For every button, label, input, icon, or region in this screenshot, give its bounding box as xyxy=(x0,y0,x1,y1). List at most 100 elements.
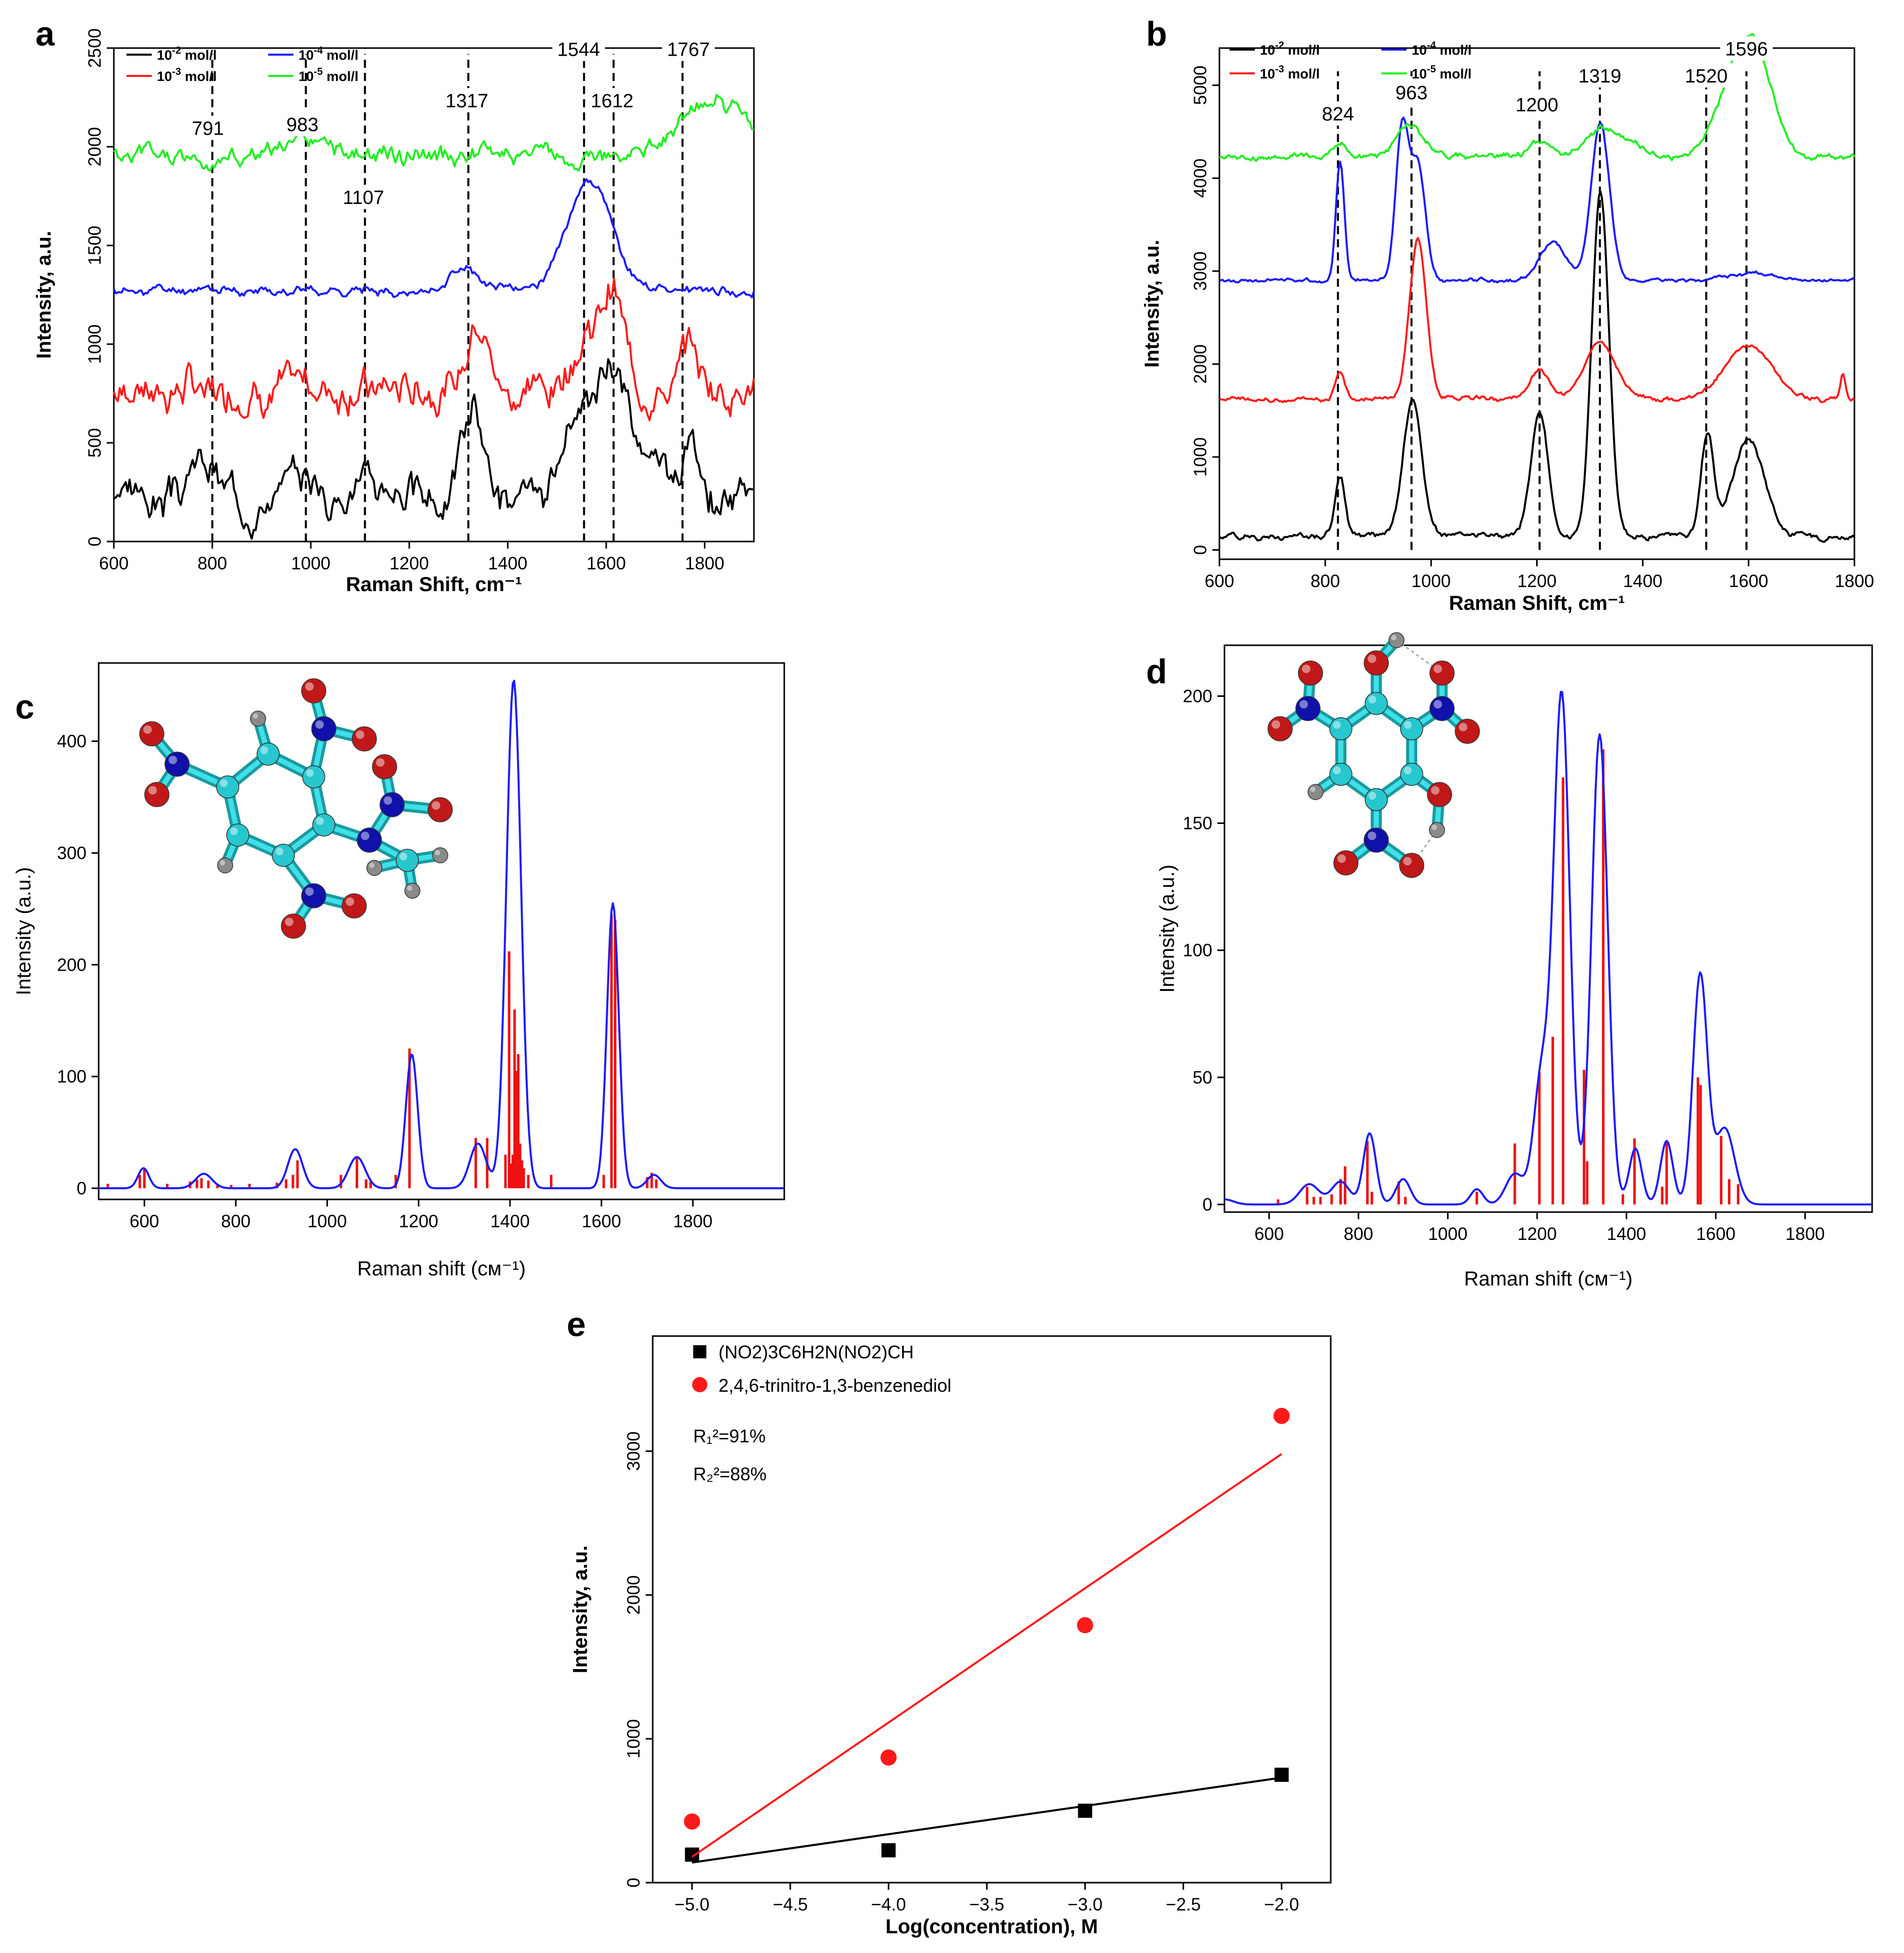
panel-c-x-axis-title: Raman shift (cм⁻¹) xyxy=(357,1258,526,1280)
panel-d-envelope-line xyxy=(1224,691,1872,1206)
panel-a-peak-label: 1107 xyxy=(343,187,384,209)
panel-b-peak-label: 1596 xyxy=(1725,39,1768,60)
panel-b-y-tick-label: 4000 xyxy=(1191,158,1210,198)
panel-b-x-tick-label: 1000 xyxy=(1411,571,1451,591)
panel-d-y-tick-label: 200 xyxy=(1183,686,1212,706)
panel-e-plot-frame xyxy=(652,1335,1332,1884)
panel-d-x-axis-title: Raman shift (cм⁻¹) xyxy=(1464,1268,1632,1290)
panel-a-plot-frame xyxy=(113,47,755,543)
panel-a-legend-exponent: -3 xyxy=(172,66,181,77)
panel-e-point-square xyxy=(685,1847,699,1862)
panel-c-x-tick-label: 600 xyxy=(130,1212,159,1231)
panel-b-y-tick-label: 5000 xyxy=(1191,66,1210,105)
panel-d-molecule-atom-H xyxy=(1307,784,1324,800)
panel-a-legend-base: 10 xyxy=(157,48,172,63)
panel-a-y-tick-label: 2500 xyxy=(85,28,105,68)
panel-c-molecule-atom-shine xyxy=(435,850,440,855)
panel-c-molecule-atom-H xyxy=(432,847,448,863)
panel-d-molecule-atom-N xyxy=(1429,696,1455,721)
panel-a-letter: a xyxy=(35,15,55,53)
panel-b-y-tick-label: 1000 xyxy=(1191,437,1210,477)
panel-d-molecule-atom-O xyxy=(1455,719,1480,744)
panel-d-y-tick-label: 50 xyxy=(1193,1068,1212,1088)
panel-c-molecule-atom-N xyxy=(357,827,382,853)
panel-c-molecule-atom-O xyxy=(144,782,170,807)
panel-d-molecule-atom-shine xyxy=(1431,824,1437,830)
panel-e-point-circle xyxy=(880,1749,897,1766)
panel-a-series-line xyxy=(113,277,755,422)
panel-a-legend-base: 10 xyxy=(157,69,172,84)
panel-d-letter: d xyxy=(1146,652,1167,691)
panel-d-molecule-atom-shine xyxy=(1433,664,1443,673)
panel-e-x-tick-label: −2.5 xyxy=(1166,1895,1201,1915)
panel-e-point-circle xyxy=(684,1813,700,1830)
panel-e: e −5.0 −4.5 −4.0 −3.5 −3.0 −2.5 −2.0 0 1000 2000 30… xyxy=(567,1305,1332,1938)
panel-a-peak-label-bg xyxy=(181,115,234,140)
panel-b-peak-label-bg xyxy=(1311,101,1365,126)
panel-b-letter: b xyxy=(1146,15,1167,53)
panel-e-y-tick-label: 3000 xyxy=(624,1431,644,1471)
panel-e-legend-label-1: (NO2)3C6H2N(NO2)CH xyxy=(718,1342,914,1362)
panel-d-molecule-atom-shine xyxy=(1391,635,1397,640)
panel-d-molecule-atom-H xyxy=(1429,822,1445,838)
panel-b-peak-label-bg xyxy=(1385,80,1438,104)
panel-b-series-line xyxy=(1219,116,1855,284)
panel-c-x-tick-label: 1200 xyxy=(399,1212,438,1231)
panel-d-molecule-atom-shine xyxy=(1333,766,1341,775)
panel-b-legend-exponent: -5 xyxy=(1427,64,1436,75)
panel-d-molecule-atom-C xyxy=(1365,692,1388,715)
panel-c-molecule-atom-shine xyxy=(316,817,324,825)
panel-a-peak-label: 1317 xyxy=(445,91,488,112)
panel-c-molecule-atom-shine xyxy=(346,897,354,906)
panel-c-molecule-atom-C xyxy=(216,775,239,799)
panel-c-molecule-atom-shine xyxy=(305,682,314,691)
panel-d-x-tick-label: 1000 xyxy=(1428,1224,1467,1244)
panel-c-molecule-atom-shine xyxy=(285,918,293,926)
panel-d: d 600 800 1000 1200 1400 1600 1800 0 50 100 150 200 R… xyxy=(1146,632,1873,1290)
panel-c-molecule-atom-H xyxy=(404,883,420,899)
panel-c-molecule-atom-C xyxy=(312,813,335,837)
panel-a-peak-label: 1767 xyxy=(667,39,710,61)
panel-c: c 600 800 1000 1200 1400 1600 1800 0 100 200 300 400… xyxy=(13,662,785,1280)
panel-a-series-line xyxy=(113,358,754,540)
panel-c-molecule-atom-shine xyxy=(356,730,364,739)
panel-c-molecule-atom-O xyxy=(281,913,306,939)
panel-c-molecule-atom-shine xyxy=(230,827,238,836)
panel-a-peak-label: 791 xyxy=(192,118,224,140)
panel-a-y-tick-label: 2000 xyxy=(85,127,105,167)
panel-a-y-tick-label: 0 xyxy=(85,536,105,546)
panel-b-legend-exponent: -2 xyxy=(1275,40,1284,51)
panel-a-peak-label-bg xyxy=(662,36,715,61)
panel-b-x-tick-label: 600 xyxy=(1205,571,1234,591)
panel-c-y-tick-label: 400 xyxy=(57,732,87,752)
panel-d-molecule-atom-shine xyxy=(1403,857,1412,865)
panel-a-x-tick-label: 1200 xyxy=(390,554,429,573)
panel-a-legend-exponent: -2 xyxy=(172,45,181,56)
panel-a-legend-base: 10 xyxy=(299,48,314,63)
panel-c-molecule-atom-shine xyxy=(220,779,228,787)
panel-d-molecule-atom-shine xyxy=(1333,721,1341,729)
panel-c-molecule-atom-shine xyxy=(432,801,440,810)
panel-a: a 600 800 1000 1200 1400 1600 1800 0 500 1000 1500 2… xyxy=(33,15,755,596)
panel-d-x-tick-label: 1200 xyxy=(1517,1224,1557,1244)
panel-e-point-circle xyxy=(1077,1617,1093,1634)
panel-a-legend-base: 10 xyxy=(299,69,314,84)
panel-a-y-tick-label: 1000 xyxy=(85,324,105,364)
panel-d-x-tick-label: 1600 xyxy=(1696,1224,1736,1244)
panel-d-plot-frame xyxy=(1223,644,1873,1213)
panel-e-x-tick-label: −3.0 xyxy=(1068,1895,1103,1915)
panel-c-molecule-atom-shine xyxy=(252,713,258,719)
panel-e-fit-line xyxy=(692,1776,1282,1864)
panel-c-molecule-atom-shine xyxy=(305,887,314,896)
panel-b-x-tick-label: 800 xyxy=(1310,571,1340,591)
panel-d-y-tick-label: 0 xyxy=(1203,1195,1212,1215)
panel-e-legend-square xyxy=(693,1345,706,1358)
panel-a-legend-unit: mol/l xyxy=(181,69,217,84)
panel-c-y-tick-label: 200 xyxy=(57,955,87,975)
panel-c-letter: c xyxy=(15,688,34,726)
panel-b-peak-label: 1200 xyxy=(1515,95,1558,116)
panel-a-legend-unit: mol/l xyxy=(323,48,359,63)
panel-c-molecule-atom-N xyxy=(301,883,326,908)
panel-e-legend-circle xyxy=(692,1377,707,1392)
panel-b-legend-unit: mol/l xyxy=(1284,66,1320,81)
